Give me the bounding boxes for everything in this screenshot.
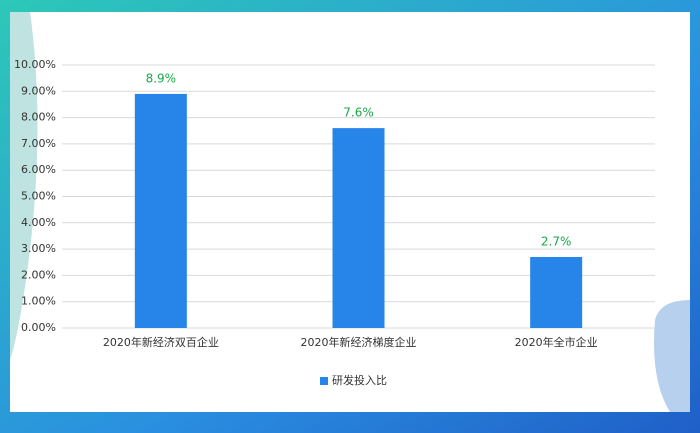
value-label: 2.7% [541,234,572,248]
decor-left [10,12,38,360]
value-label: 7.6% [343,106,374,120]
y-tick-label: 3.00% [21,242,56,255]
y-tick-label: 1.00% [21,295,56,308]
y-tick-label: 4.00% [21,216,56,229]
y-tick-label: 2.00% [21,268,56,281]
y-tick-label: 8.00% [21,111,56,124]
plot: 0.00% 1.00% 2.00% 3.00% 4.00% 5.00% 6.00% 7.00%… [14,58,655,387]
x-tick-label: 2020年新经济梯度企业 [301,335,417,349]
legend-label: 研发投入比 [332,373,387,387]
decor-right [654,300,690,412]
value-label: 8.9% [146,71,177,85]
y-tick-label: 0.00% [21,321,56,334]
y-tick-label: 9.00% [21,84,56,97]
bar [134,93,187,329]
y-tick-label: 10.00% [14,58,56,71]
x-tick-label: 2020年新经济双百企业 [103,335,219,349]
bar [530,256,583,328]
legend-swatch [320,377,328,385]
y-tick-label: 5.00% [21,190,56,203]
y-tick-label: 7.00% [21,137,56,150]
bar [332,128,385,328]
y-tick-label: 6.00% [21,163,56,176]
x-tick-label: 2020年全市企业 [515,335,598,349]
